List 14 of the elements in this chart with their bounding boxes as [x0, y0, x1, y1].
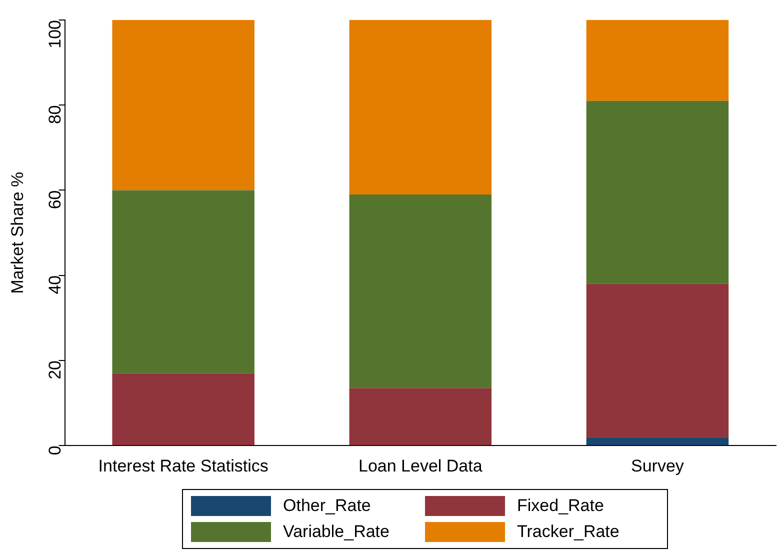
legend-label: Variable_Rate	[283, 522, 390, 542]
x-tick-label: Survey	[631, 456, 684, 476]
y-tick-label: 0	[45, 446, 64, 456]
y-tick-label: 100	[45, 20, 64, 48]
legend-label: Fixed_Rate	[517, 496, 604, 516]
x-tick-label: Loan Level Data	[358, 456, 483, 476]
y-tick-label: 20	[45, 360, 64, 380]
y-tick-label: 80	[45, 105, 64, 124]
x-tick-label: Interest Rate Statistics	[98, 456, 268, 476]
y-tick-label: 60	[45, 190, 64, 210]
y-tick-label: 40	[45, 275, 64, 294]
legend-label: Tracker_Rate	[517, 522, 620, 542]
legend-label: Other_Rate	[283, 496, 371, 516]
y-axis-title: Market Share %	[8, 172, 27, 294]
